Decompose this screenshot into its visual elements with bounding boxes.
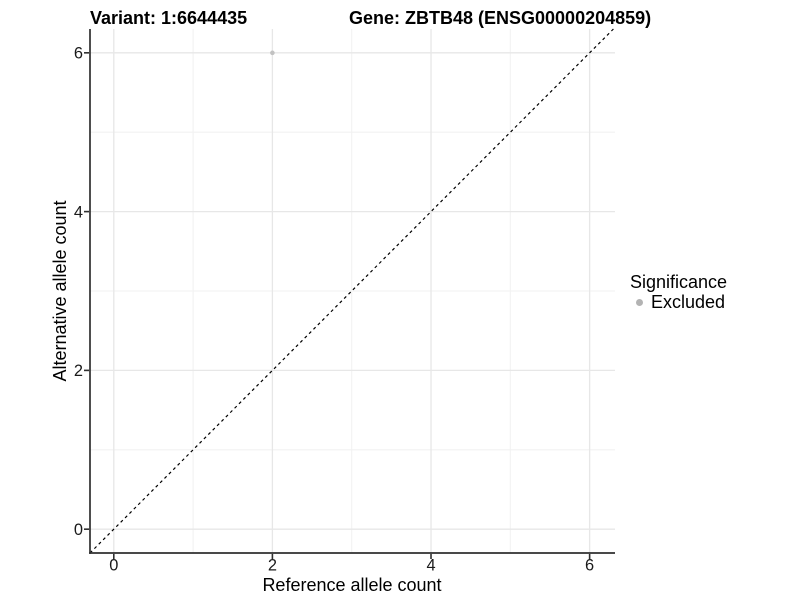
legend-item-label: Excluded	[651, 292, 726, 312]
gridlines-major	[90, 29, 615, 553]
legend-item-excluded: Excluded	[630, 292, 727, 312]
legend-key-dot-icon	[636, 298, 643, 306]
data-points-layer	[270, 50, 275, 56]
gridlines-minor	[90, 29, 615, 553]
legend-title: Significance	[630, 272, 728, 292]
data-point	[270, 50, 275, 56]
x-tick-label: 6	[585, 557, 594, 575]
x-tick-label: 2	[268, 557, 277, 575]
x-axis-title: Reference allele count	[262, 575, 441, 595]
y-tick-label: 0	[74, 521, 83, 539]
legend: Significance Excluded	[630, 272, 727, 312]
tick-labels: 0 2 4 6 0 2 4 6	[74, 45, 594, 575]
y-tick-label: 4	[74, 203, 83, 221]
tick-marks	[84, 52, 591, 559]
plot-title-variant: Variant: 1:6644435	[90, 8, 248, 28]
y-tick-label: 6	[74, 45, 83, 63]
y-tick-label: 2	[74, 362, 83, 380]
x-tick-label: 0	[109, 557, 118, 575]
axis-lines	[89, 29, 615, 554]
y-axis-title: Alternative allele count	[50, 200, 70, 381]
x-tick-label: 4	[426, 557, 435, 575]
plot-title-gene: Gene: ZBTB48 (ENSG00000204859)	[349, 8, 652, 28]
